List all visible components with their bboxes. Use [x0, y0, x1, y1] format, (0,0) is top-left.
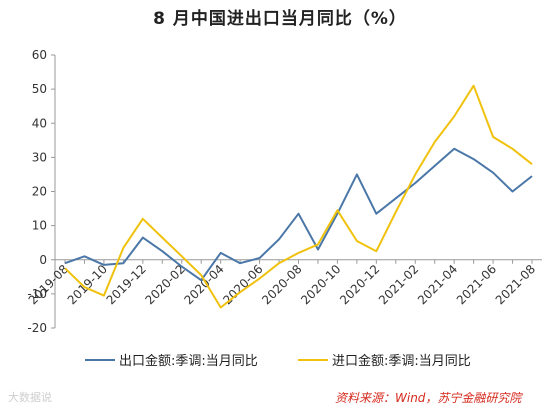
y-tick-label: 10 [32, 219, 47, 233]
x-tick-label: 2021-02 [376, 262, 421, 307]
x-tick-label: 2019-12 [104, 262, 149, 307]
y-tick-label: 40 [32, 116, 47, 130]
x-tick-label: 2020-12 [337, 262, 382, 307]
x-tick-label: 2020-04 [181, 262, 226, 307]
y-tick-label: 0 [39, 253, 47, 267]
chart-title: 8 月中国进出口当月同比（%） [153, 9, 407, 29]
y-tick-label: -20 [27, 321, 47, 335]
series-line-1 [64, 147, 533, 282]
x-tick-label: 2020-10 [298, 262, 343, 307]
y-tick-label: 20 [32, 185, 47, 199]
series-line-2 [64, 84, 533, 309]
x-tick-label: 2019-08 [26, 262, 71, 307]
y-tick-label: -10 [27, 287, 47, 301]
x-tick-label: 2021-08 [493, 262, 538, 307]
legend-label-1: 出口金额:季调:当月同比 [119, 353, 258, 369]
legend-label-2: 进口金额:季调:当月同比 [332, 353, 471, 369]
y-tick-label: 50 [32, 82, 47, 96]
y-tick-label: 60 [32, 48, 47, 62]
source-note: 资料来源：Wind，苏宁金融研究院 [335, 391, 522, 405]
x-tick-label: 2021-06 [454, 262, 499, 307]
x-tick-label: 2020-06 [220, 262, 265, 307]
x-tick-label: 2020-08 [259, 262, 304, 307]
watermark-text: 大数据说 [8, 391, 52, 404]
x-tick-label: 2020-02 [143, 262, 188, 307]
y-tick-label: 30 [32, 150, 47, 164]
x-tick-label: 2019-10 [65, 262, 110, 307]
x-tick-label: 2021-04 [415, 262, 460, 307]
